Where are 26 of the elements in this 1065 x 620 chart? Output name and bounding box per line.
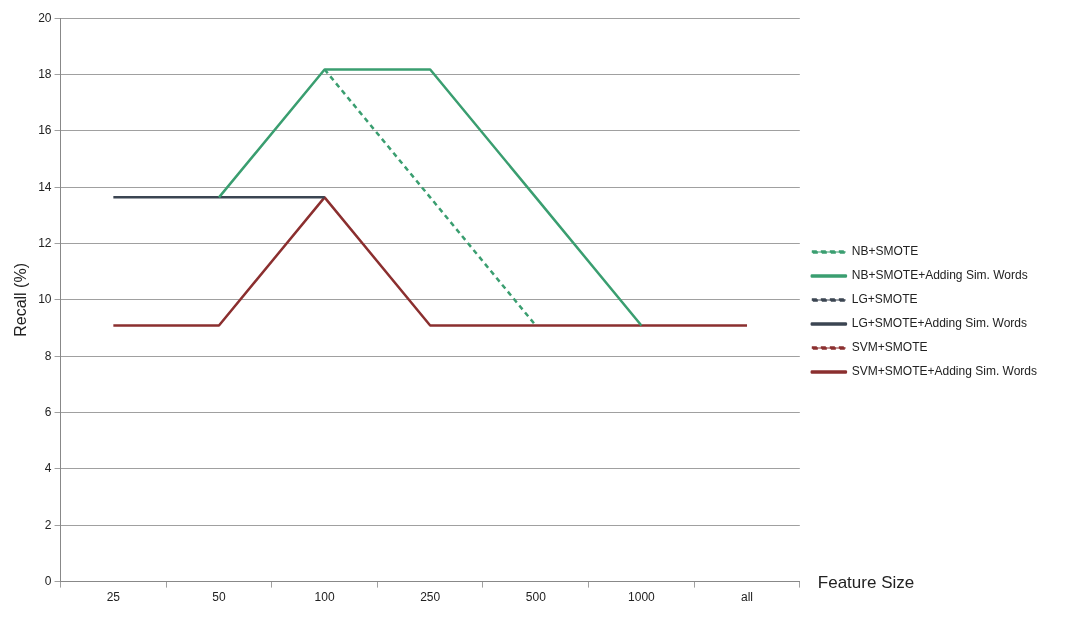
y-tick-label: 14 — [38, 179, 52, 194]
y-tick-label: 0 — [44, 573, 52, 588]
legend-label: SVM+SMOTE — [851, 340, 928, 355]
y-tick-label: 16 — [38, 123, 52, 138]
legend-label: SVM+SMOTE+Adding Sim. Words — [851, 364, 1038, 379]
y-tick-label: 6 — [44, 404, 52, 419]
x-tick-label: 250 — [420, 590, 441, 605]
legend-label: NB+SMOTE+Adding Sim. Words — [851, 268, 1028, 283]
x-axis-title: Feature Size — [817, 573, 915, 593]
x-tick-label: 25 — [106, 590, 121, 605]
x-tick-label: 1000 — [628, 590, 656, 605]
x-tick-label: 500 — [525, 590, 547, 605]
y-tick-label: 20 — [38, 10, 52, 25]
y-tick-label: 2 — [44, 517, 52, 532]
y-tick-label: 10 — [38, 292, 52, 307]
x-tick-label: 50 — [212, 590, 226, 605]
y-tick-label: 12 — [38, 235, 52, 250]
y-axis-title: Recall (%) — [12, 263, 30, 337]
legend-label: NB+SMOTE — [851, 244, 919, 259]
legend-label: LG+SMOTE+Adding Sim. Words — [851, 316, 1028, 331]
y-tick-label: 8 — [44, 348, 52, 363]
x-tick-label: all — [741, 590, 754, 605]
y-tick-label: 18 — [38, 66, 52, 81]
legend-label: LG+SMOTE — [851, 292, 918, 307]
y-tick-label: 4 — [44, 461, 52, 476]
x-tick-label: 100 — [314, 590, 335, 605]
